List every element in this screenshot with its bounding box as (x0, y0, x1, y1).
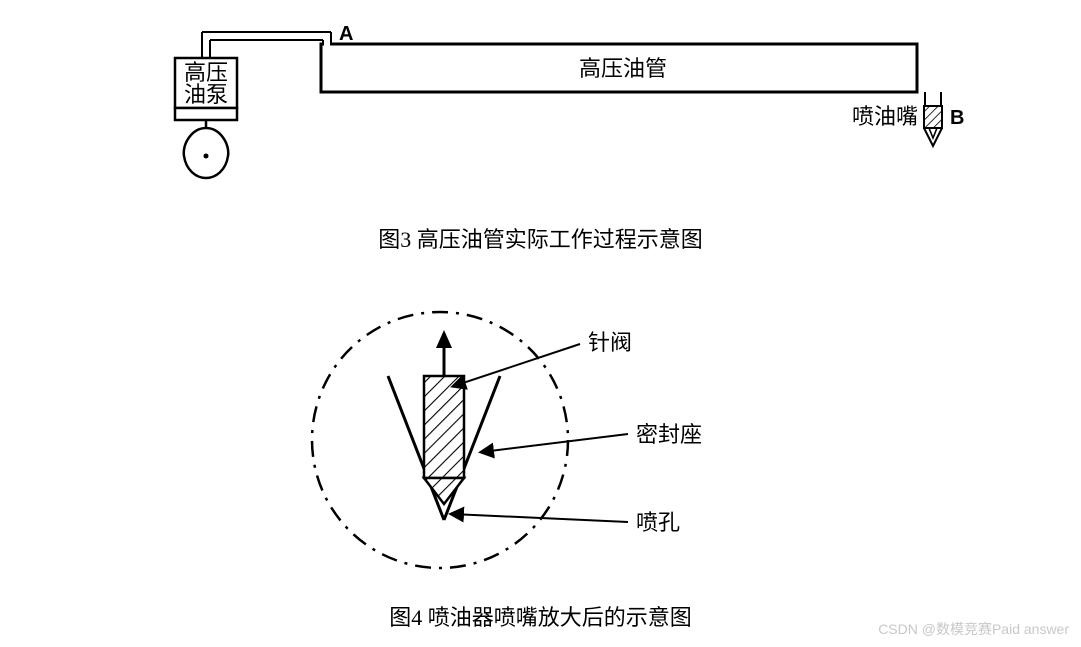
nozzle-tip-inner (929, 128, 937, 138)
label-A: A (339, 23, 353, 45)
hole-label: 喷孔 (636, 510, 680, 535)
pipe-label: 高压油管 (579, 56, 667, 81)
watermark: CSDN @数模竞赛Paid answer (878, 619, 1069, 639)
fig3-group: 高压 油泵 高压油管 A 喷油嘴 B (175, 23, 964, 178)
diagram-svg: 高压 油泵 高压油管 A 喷油嘴 B (0, 0, 1081, 647)
pump-label-2: 油泵 (184, 82, 228, 107)
needle-body (424, 376, 464, 478)
seat-leader (482, 434, 628, 452)
fig4-group: 针阀 密封座 喷孔 (312, 312, 702, 568)
label-B: B (950, 107, 964, 129)
needle-arrow-head (436, 330, 452, 348)
cam-center-dot (204, 154, 209, 159)
fig3-caption: 图3 高压油管实际工作过程示意图 (0, 222, 1081, 254)
nozzle-label: 喷油嘴 (852, 104, 918, 129)
hole-leader (452, 514, 628, 522)
nozzle-valve-box (924, 106, 942, 128)
pump-cam (184, 128, 229, 178)
seat-label: 密封座 (636, 422, 702, 447)
needle-label: 针阀 (588, 330, 632, 355)
needle-leader (454, 344, 580, 386)
pump-base (175, 108, 237, 120)
needle-taper (424, 478, 464, 504)
